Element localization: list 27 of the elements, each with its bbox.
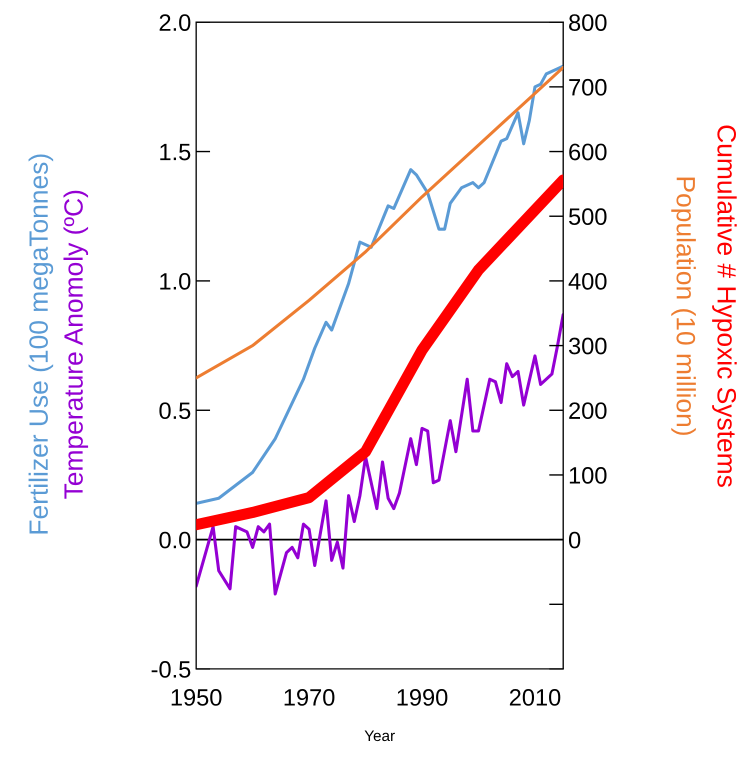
y2-tick-label: 400 bbox=[568, 272, 607, 290]
x-tick-label: 1950 bbox=[172, 689, 222, 706]
y-tick-label: 0.0 bbox=[159, 532, 190, 548]
y-tick-label: 1.5 bbox=[160, 144, 190, 160]
y2-tick-label: 500 bbox=[569, 208, 607, 226]
y-tick-label: 1.0 bbox=[160, 272, 190, 290]
y2-tick-label: 700 bbox=[569, 78, 607, 96]
x-tick-label: 2010 bbox=[510, 689, 560, 706]
line-series bbox=[196, 64, 564, 505]
text: Cumulative # Hypoxic Systems bbox=[712, 126, 737, 487]
y2-tick-label: 100 bbox=[570, 467, 607, 484]
line-series bbox=[196, 66, 564, 380]
x-axis-title: Year bbox=[364, 730, 395, 742]
y2-tick-label: 800 bbox=[569, 14, 607, 31]
text: Fertilizer Use (100 megaTonnes) bbox=[28, 154, 54, 534]
line-series bbox=[196, 313, 564, 596]
y2-tick-label: 300 bbox=[568, 338, 607, 354]
y2-tick-label: 200 bbox=[569, 402, 607, 420]
y-tick-label: -0.5 bbox=[152, 661, 190, 678]
x-tick-label: 1990 bbox=[398, 689, 448, 706]
x-tick-label: 1970 bbox=[284, 689, 334, 706]
y2-tick-label: 600 bbox=[569, 144, 607, 160]
y-tick-label: 2.0 bbox=[160, 14, 190, 31]
y2-tick-label: 0 bbox=[568, 532, 580, 548]
text: Population (10 million) bbox=[671, 178, 696, 435]
text: Temperature Anomoly (ºC) bbox=[63, 190, 88, 499]
y-tick-label: 0.5 bbox=[159, 402, 190, 420]
